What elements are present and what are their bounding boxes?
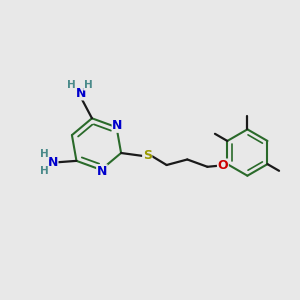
Text: N: N (47, 156, 58, 169)
Text: O: O (218, 159, 228, 172)
Text: H: H (40, 149, 49, 159)
Text: S: S (143, 149, 152, 163)
Text: N: N (76, 87, 86, 100)
Text: H: H (40, 166, 49, 176)
Text: H: H (67, 80, 76, 90)
Text: N: N (97, 165, 107, 178)
Text: H: H (84, 80, 92, 90)
Text: N: N (112, 119, 123, 132)
